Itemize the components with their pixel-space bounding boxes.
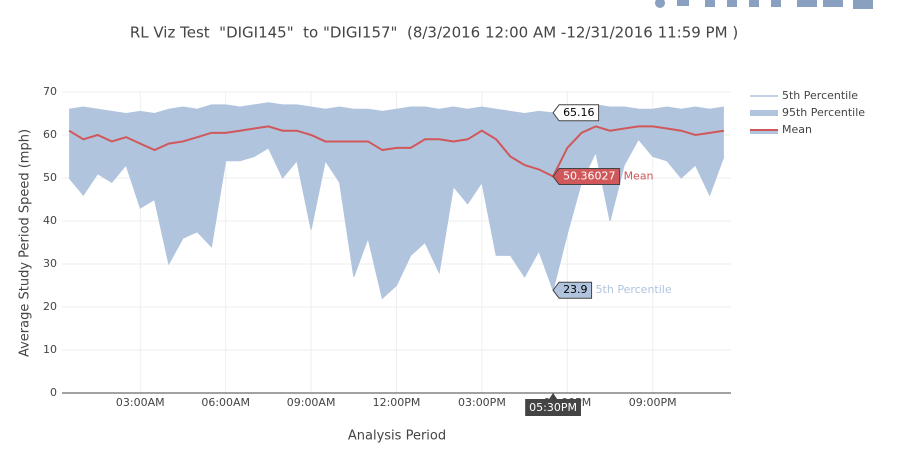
legend-swatch: [750, 130, 778, 134]
y-tick-label: 0: [50, 386, 57, 399]
hover-name: 5th Percentile: [596, 283, 672, 296]
zoom-in-icon[interactable]: [705, 0, 715, 7]
x-tick-label: 03:00PM: [458, 396, 506, 409]
hover-x-value: 05:30PM: [529, 401, 577, 414]
plotly-logo[interactable]: [853, 0, 873, 9]
hover-box: [525, 399, 581, 416]
hover-value: 23.9: [563, 283, 588, 296]
legend-label: 95th Percentile: [782, 106, 865, 119]
hover-name: Mean: [624, 169, 654, 182]
legend-label: 5th Percentile: [782, 89, 858, 102]
zoom-icon[interactable]: [655, 0, 665, 8]
y-tick-label: 60: [43, 128, 57, 141]
reset-icon[interactable]: [771, 0, 781, 7]
series-line: [68, 138, 725, 300]
hover-name: 95th Percentile: [603, 106, 686, 119]
toolbar: [655, 0, 873, 9]
hover-label: 23.9 5th Percentile: [552, 281, 672, 299]
hover-value: 50.36027: [563, 169, 616, 182]
y-tick-label: 30: [43, 257, 57, 270]
hover-label: 65.16 95th Percentile: [552, 104, 686, 122]
legend-swatch: [750, 110, 778, 116]
hover-closest-icon[interactable]: [797, 0, 817, 7]
y-tick-label: 70: [43, 85, 57, 98]
x-axis-title: Analysis Period: [348, 429, 446, 444]
autoscale-icon[interactable]: [749, 0, 759, 7]
x-tick-label: 12:00PM: [373, 396, 421, 409]
hover-box: [552, 281, 593, 299]
x-tick-label: 09:00AM: [287, 396, 336, 409]
hover-box: [552, 167, 621, 185]
chart-title: RL Viz Test "DIGI145" to "DIGI157" (8/3/…: [130, 24, 738, 42]
x-tick-label: 06:00AM: [201, 396, 250, 409]
legend-label: Mean: [782, 123, 812, 136]
y-tick-label: 20: [43, 300, 57, 313]
x-tick-label: 09:00PM: [629, 396, 677, 409]
hover-x-label: 05:30PM: [525, 393, 581, 416]
y-tick-label: 50: [43, 171, 57, 184]
hover-value: 65.16: [563, 106, 595, 119]
x-tick-label: 03:00AM: [116, 396, 165, 409]
pan-icon[interactable]: [677, 0, 689, 6]
y-tick-label: 40: [43, 214, 57, 227]
hover-box: [552, 104, 600, 122]
hover-compare-icon[interactable]: [823, 0, 843, 7]
hover-label: 50.36027 Mean: [552, 167, 654, 185]
y-axis-title: Average Study Period Speed (mph): [18, 129, 33, 357]
series-line: [69, 102, 724, 115]
band-fill: [69, 102, 724, 299]
hover-pointer: [549, 393, 558, 399]
zoom-out-icon[interactable]: [727, 0, 737, 7]
y-tick-label: 10: [43, 343, 57, 356]
series-line: [68, 125, 725, 178]
